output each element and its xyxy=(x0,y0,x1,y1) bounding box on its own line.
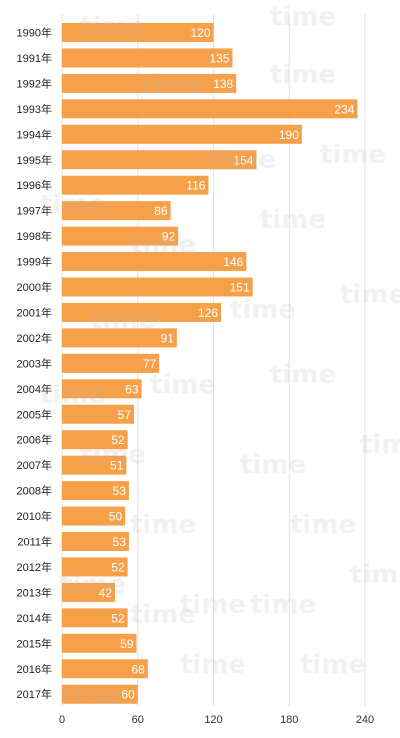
category-label: 2016年 xyxy=(17,662,52,676)
category-label: 2014年 xyxy=(17,611,52,625)
x-tick-label: 60 xyxy=(132,714,144,726)
data-label: 51 xyxy=(110,459,124,473)
category-label: 1991年 xyxy=(17,51,52,65)
category-label: 2008年 xyxy=(17,484,52,498)
bar xyxy=(62,201,171,221)
bar xyxy=(62,48,233,68)
category-label: 1990年 xyxy=(17,26,52,40)
x-tick-label: 0 xyxy=(59,714,65,726)
data-label: 52 xyxy=(111,560,125,574)
category-label: 2013年 xyxy=(17,585,52,599)
bar xyxy=(62,633,137,653)
category-label: 2000年 xyxy=(17,280,52,294)
data-label: 120 xyxy=(190,26,210,40)
bar xyxy=(62,582,116,602)
category-label: 2002年 xyxy=(17,331,52,345)
bar xyxy=(62,532,129,551)
x-tick-label: 240 xyxy=(356,714,374,726)
data-label: 52 xyxy=(111,611,125,625)
category-label: 1993年 xyxy=(17,102,52,116)
category-label: 2004年 xyxy=(17,382,52,396)
category-label: 1998年 xyxy=(17,229,52,243)
category-label: 2012年 xyxy=(17,560,52,574)
data-label: 116 xyxy=(186,179,205,193)
bar xyxy=(62,99,358,119)
bar xyxy=(62,277,253,297)
data-label: 63 xyxy=(125,382,139,396)
data-label: 52 xyxy=(111,433,125,447)
category-label: 2005年 xyxy=(17,407,52,421)
data-label: 59 xyxy=(120,637,134,651)
data-label: 53 xyxy=(113,535,127,549)
data-label: 151 xyxy=(230,281,250,295)
category-label: 1994年 xyxy=(17,127,52,141)
category-label: 2015年 xyxy=(17,636,52,650)
data-label: 86 xyxy=(154,204,168,218)
data-label: 60 xyxy=(121,688,135,702)
data-label: 234 xyxy=(334,102,354,116)
category-label: 2006年 xyxy=(17,433,52,447)
bar xyxy=(62,455,127,475)
bar xyxy=(62,684,138,704)
bar xyxy=(62,328,177,348)
bar xyxy=(62,23,214,42)
bar xyxy=(62,226,179,246)
bar xyxy=(62,481,129,501)
category-label: 2010年 xyxy=(17,509,52,523)
category-label: 2007年 xyxy=(17,458,52,472)
bar xyxy=(62,557,128,577)
data-label: 146 xyxy=(223,255,243,269)
data-label: 53 xyxy=(113,484,127,498)
category-label: 1997年 xyxy=(17,204,52,218)
bar xyxy=(62,506,126,526)
category-label: 2003年 xyxy=(17,356,52,370)
data-label: 68 xyxy=(131,662,145,676)
bar xyxy=(62,175,209,195)
data-label: 138 xyxy=(213,77,233,91)
data-label: 135 xyxy=(209,51,229,65)
data-label: 154 xyxy=(233,153,253,167)
bar xyxy=(62,252,247,272)
data-label: 92 xyxy=(162,230,176,244)
category-label: 1992年 xyxy=(17,76,52,90)
data-label: 57 xyxy=(118,408,132,422)
category-label: 2017年 xyxy=(17,687,52,701)
bar xyxy=(62,659,148,679)
bar xyxy=(62,150,257,170)
category-label: 2001年 xyxy=(17,305,52,319)
category-label: 1996年 xyxy=(17,178,52,192)
data-label: 126 xyxy=(198,306,218,320)
bar xyxy=(62,73,237,93)
bar xyxy=(62,608,128,628)
x-tick-label: 120 xyxy=(204,714,222,726)
bar xyxy=(62,302,222,322)
bar xyxy=(62,404,134,424)
data-label: 91 xyxy=(161,331,175,345)
data-label: 190 xyxy=(279,128,299,142)
bar xyxy=(62,379,142,399)
data-label: 77 xyxy=(143,357,157,371)
x-tick-label: 180 xyxy=(280,714,298,726)
data-label: 50 xyxy=(109,510,123,524)
category-label: 1999年 xyxy=(17,255,52,269)
bar xyxy=(62,124,302,144)
bar xyxy=(62,430,128,450)
category-label: 1995年 xyxy=(17,153,52,167)
data-label: 42 xyxy=(99,586,113,600)
bar xyxy=(62,353,160,373)
category-label: 2011年 xyxy=(17,535,52,549)
